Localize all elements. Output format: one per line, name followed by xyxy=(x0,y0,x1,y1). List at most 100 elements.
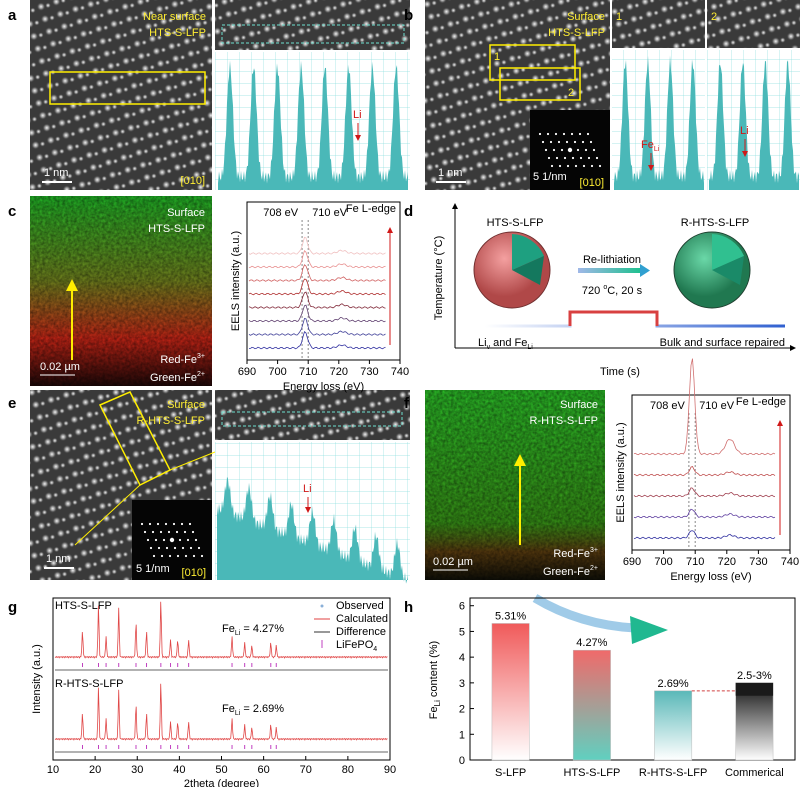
x-tick-label: 690 xyxy=(623,556,641,568)
y-axis-title: EELS intensity (a.u.) xyxy=(615,422,627,522)
profile-fill xyxy=(709,60,799,191)
spectrum xyxy=(248,318,386,336)
fft-spot xyxy=(578,132,582,136)
y-tick-label: 4 xyxy=(459,652,465,664)
legend-text: LiFePO4 xyxy=(336,639,377,653)
stem-image xyxy=(30,0,212,190)
pattern-label: HTS-S-LFP xyxy=(55,600,112,612)
legend-sup: 3+ xyxy=(197,353,205,360)
panel-label: c xyxy=(8,203,16,220)
spectrum xyxy=(633,487,776,498)
legend-text: Calculated xyxy=(336,613,388,625)
scale-label: 0.02 µm xyxy=(433,556,473,568)
roi-box xyxy=(221,411,403,427)
marker-label: Li xyxy=(740,125,749,137)
panel-label: g xyxy=(8,599,17,616)
fft-spot xyxy=(598,164,602,168)
spectrum xyxy=(248,278,386,296)
x-tick-label: 690 xyxy=(238,366,256,378)
bar xyxy=(572,649,611,761)
fft-spot xyxy=(164,522,168,526)
y-tick-label: 3 xyxy=(459,678,465,690)
fft-spot xyxy=(546,132,550,136)
fft-spot xyxy=(169,537,175,543)
chart-title: Fe L-edge xyxy=(346,203,396,215)
value-label: 5.31% xyxy=(495,610,526,622)
fft-spot xyxy=(573,140,577,144)
defect-text: and Fe xyxy=(490,337,527,349)
spectrum xyxy=(633,358,776,456)
legend-symbol xyxy=(320,604,324,608)
roi-box xyxy=(221,24,405,44)
panel-label: a xyxy=(8,7,17,24)
plot-frame xyxy=(631,394,791,551)
legend-text: Red-Fe xyxy=(160,354,197,366)
fft-spot xyxy=(200,554,204,558)
x-tick-label: 40 xyxy=(173,764,185,776)
x-tick-label: 60 xyxy=(258,764,270,776)
roi-number: 1 xyxy=(494,51,500,63)
spectrum xyxy=(248,264,386,282)
profile-fill xyxy=(218,60,408,190)
fft-spot xyxy=(152,554,156,558)
roi-guide xyxy=(169,451,216,471)
profile-fill xyxy=(217,476,408,584)
fft-spot xyxy=(562,132,566,136)
reference-label: 708 eV xyxy=(263,207,299,219)
fe-sub: Li xyxy=(235,710,241,717)
temperature-profile xyxy=(485,310,785,328)
fft-spot xyxy=(175,530,179,534)
roi-number: 2 xyxy=(568,87,574,99)
process-label: Re-lithiation xyxy=(583,254,641,266)
panel-label: e xyxy=(8,395,16,412)
image-title: HTS-S-LFP xyxy=(548,27,605,39)
legend-text: Green-Fe xyxy=(543,566,590,578)
fft-spot xyxy=(557,140,561,144)
fe-li-value: FeLi = 2.69% xyxy=(222,703,284,717)
state-label: R-HTS-S-LFP xyxy=(681,217,749,229)
fft-spot xyxy=(567,147,573,153)
fft-spot xyxy=(165,546,169,550)
fft-spot xyxy=(186,538,190,542)
profile-fill xyxy=(614,55,704,191)
panel-label: f xyxy=(404,395,410,412)
fe-text: Fe xyxy=(222,703,235,715)
x-tick-label: 10 xyxy=(47,764,59,776)
x-tick-label: 20 xyxy=(89,764,101,776)
fft-spot xyxy=(586,132,590,136)
condition-label: 720 oC, 20 s xyxy=(582,284,643,297)
fft-spot xyxy=(173,546,177,550)
particle-cut xyxy=(712,256,744,285)
y-axis-title: Intensity (a.u.) xyxy=(31,644,43,714)
fft-spot xyxy=(159,530,163,534)
reference-label: 710 eV xyxy=(699,400,735,412)
legend-text: Green-Fe xyxy=(150,372,197,384)
axis-title-sub: Li xyxy=(433,700,442,706)
fft-spot xyxy=(191,530,195,534)
x-tick-label: 710 xyxy=(299,366,317,378)
defect-label: Liv and FeLi xyxy=(478,337,533,351)
fft-spot xyxy=(149,546,153,550)
state-label: HTS-S-LFP xyxy=(487,217,544,229)
strip-image xyxy=(612,0,705,48)
fft-spot xyxy=(581,140,585,144)
fft-spot xyxy=(558,164,562,168)
zone-axis: [010] xyxy=(182,567,206,579)
legend-green: Green-Fe2+ xyxy=(150,371,205,384)
fft-spot xyxy=(151,530,155,534)
legend-sup: 2+ xyxy=(197,371,205,378)
roi-guide xyxy=(74,484,141,546)
zone-axis: [010] xyxy=(580,177,604,189)
roi-box xyxy=(499,67,581,101)
fe-li-value: FeLi = 4.27% xyxy=(222,623,284,637)
x-tick-label: 30 xyxy=(131,764,143,776)
legend-sup: 2+ xyxy=(590,565,598,572)
roi-box xyxy=(489,44,576,81)
fft-spot xyxy=(587,156,591,160)
map-title: Surface xyxy=(560,399,598,411)
heating-step xyxy=(568,310,659,326)
spectrum xyxy=(248,291,386,309)
spectrum xyxy=(633,508,776,519)
spectrum xyxy=(633,530,776,540)
